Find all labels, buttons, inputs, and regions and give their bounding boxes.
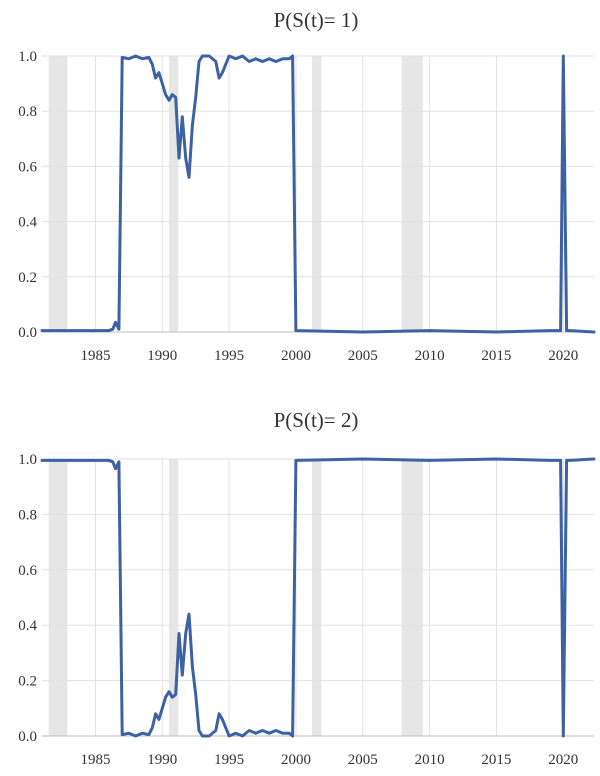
chart-panel-state-2: P(S(t)= 2) 0.00.20.40.60.81.0 1985 1990 19… — [18, 408, 596, 768]
x-tick-label: 2000 — [281, 348, 311, 364]
recession-band — [168, 459, 179, 736]
series-line — [40, 457, 596, 738]
x-tick-label: 2020 — [548, 348, 578, 364]
y-tick-label: 0.2 — [18, 674, 37, 690]
chart-panel-state-1: P(S(t)= 1) 0.00.20.40.60.81.0 1985 1990 19… — [18, 8, 596, 364]
y-tick-label: 0.6 — [18, 563, 37, 579]
x-tick-label: 2010 — [415, 752, 445, 768]
recession-shading — [48, 459, 423, 736]
x-tick-label: 1985 — [80, 752, 110, 768]
recession-band — [48, 56, 68, 332]
y-tick-label: 0.8 — [18, 104, 37, 120]
x-tick-labels: 1985 1990 1995 2000 2005 2010 2015 2020 — [80, 348, 578, 364]
recession-band — [48, 459, 68, 736]
chart-title: P(S(t)= 1) — [274, 8, 359, 32]
y-tick-labels: 0.0 0.2 0.4 0.6 0.8 1.0 — [18, 452, 37, 745]
recession-band — [168, 56, 179, 332]
recession-shading — [48, 56, 423, 332]
x-tick-labels: 1985 1990 1995 2000 2005 2010 2015 2020 — [80, 752, 578, 768]
series-line — [40, 54, 596, 334]
x-tick-label: 2010 — [415, 348, 445, 364]
series-lines — [40, 54, 596, 334]
y-tick-label: 0.2 — [18, 270, 37, 286]
y-tick-labels: 0.0 0.2 0.4 0.6 0.8 1.0 — [18, 49, 37, 341]
y-tick-label: 0.4 — [18, 215, 37, 231]
y-tick-label: 0.8 — [18, 507, 37, 523]
series-lines — [40, 457, 596, 738]
y-tick-label: 0.6 — [18, 159, 37, 175]
x-tick-label: 2015 — [481, 752, 511, 768]
x-tick-label: 2020 — [548, 752, 578, 768]
y-tick-label: 0.0 — [18, 729, 37, 745]
chart-title: P(S(t)= 2) — [274, 408, 359, 432]
y-tick-label: 0.4 — [18, 618, 37, 634]
x-tick-label: 2015 — [481, 348, 511, 364]
recession-band — [401, 56, 423, 332]
x-tick-label: 1995 — [214, 752, 244, 768]
y-tick-label: 0.0 — [18, 325, 37, 341]
x-tick-label: 2005 — [348, 348, 378, 364]
x-tick-label: 2000 — [281, 752, 311, 768]
x-tick-label: 1990 — [147, 348, 177, 364]
x-tick-label: 1990 — [147, 752, 177, 768]
recession-band — [311, 56, 322, 332]
x-tick-label: 1985 — [80, 348, 110, 364]
recession-band — [401, 459, 423, 736]
x-tick-label: 1995 — [214, 348, 244, 364]
recession-band — [311, 459, 322, 736]
y-tick-label: 1.0 — [18, 452, 37, 468]
x-tick-label: 2005 — [348, 752, 378, 768]
y-tick-label: 1.0 — [18, 49, 37, 65]
